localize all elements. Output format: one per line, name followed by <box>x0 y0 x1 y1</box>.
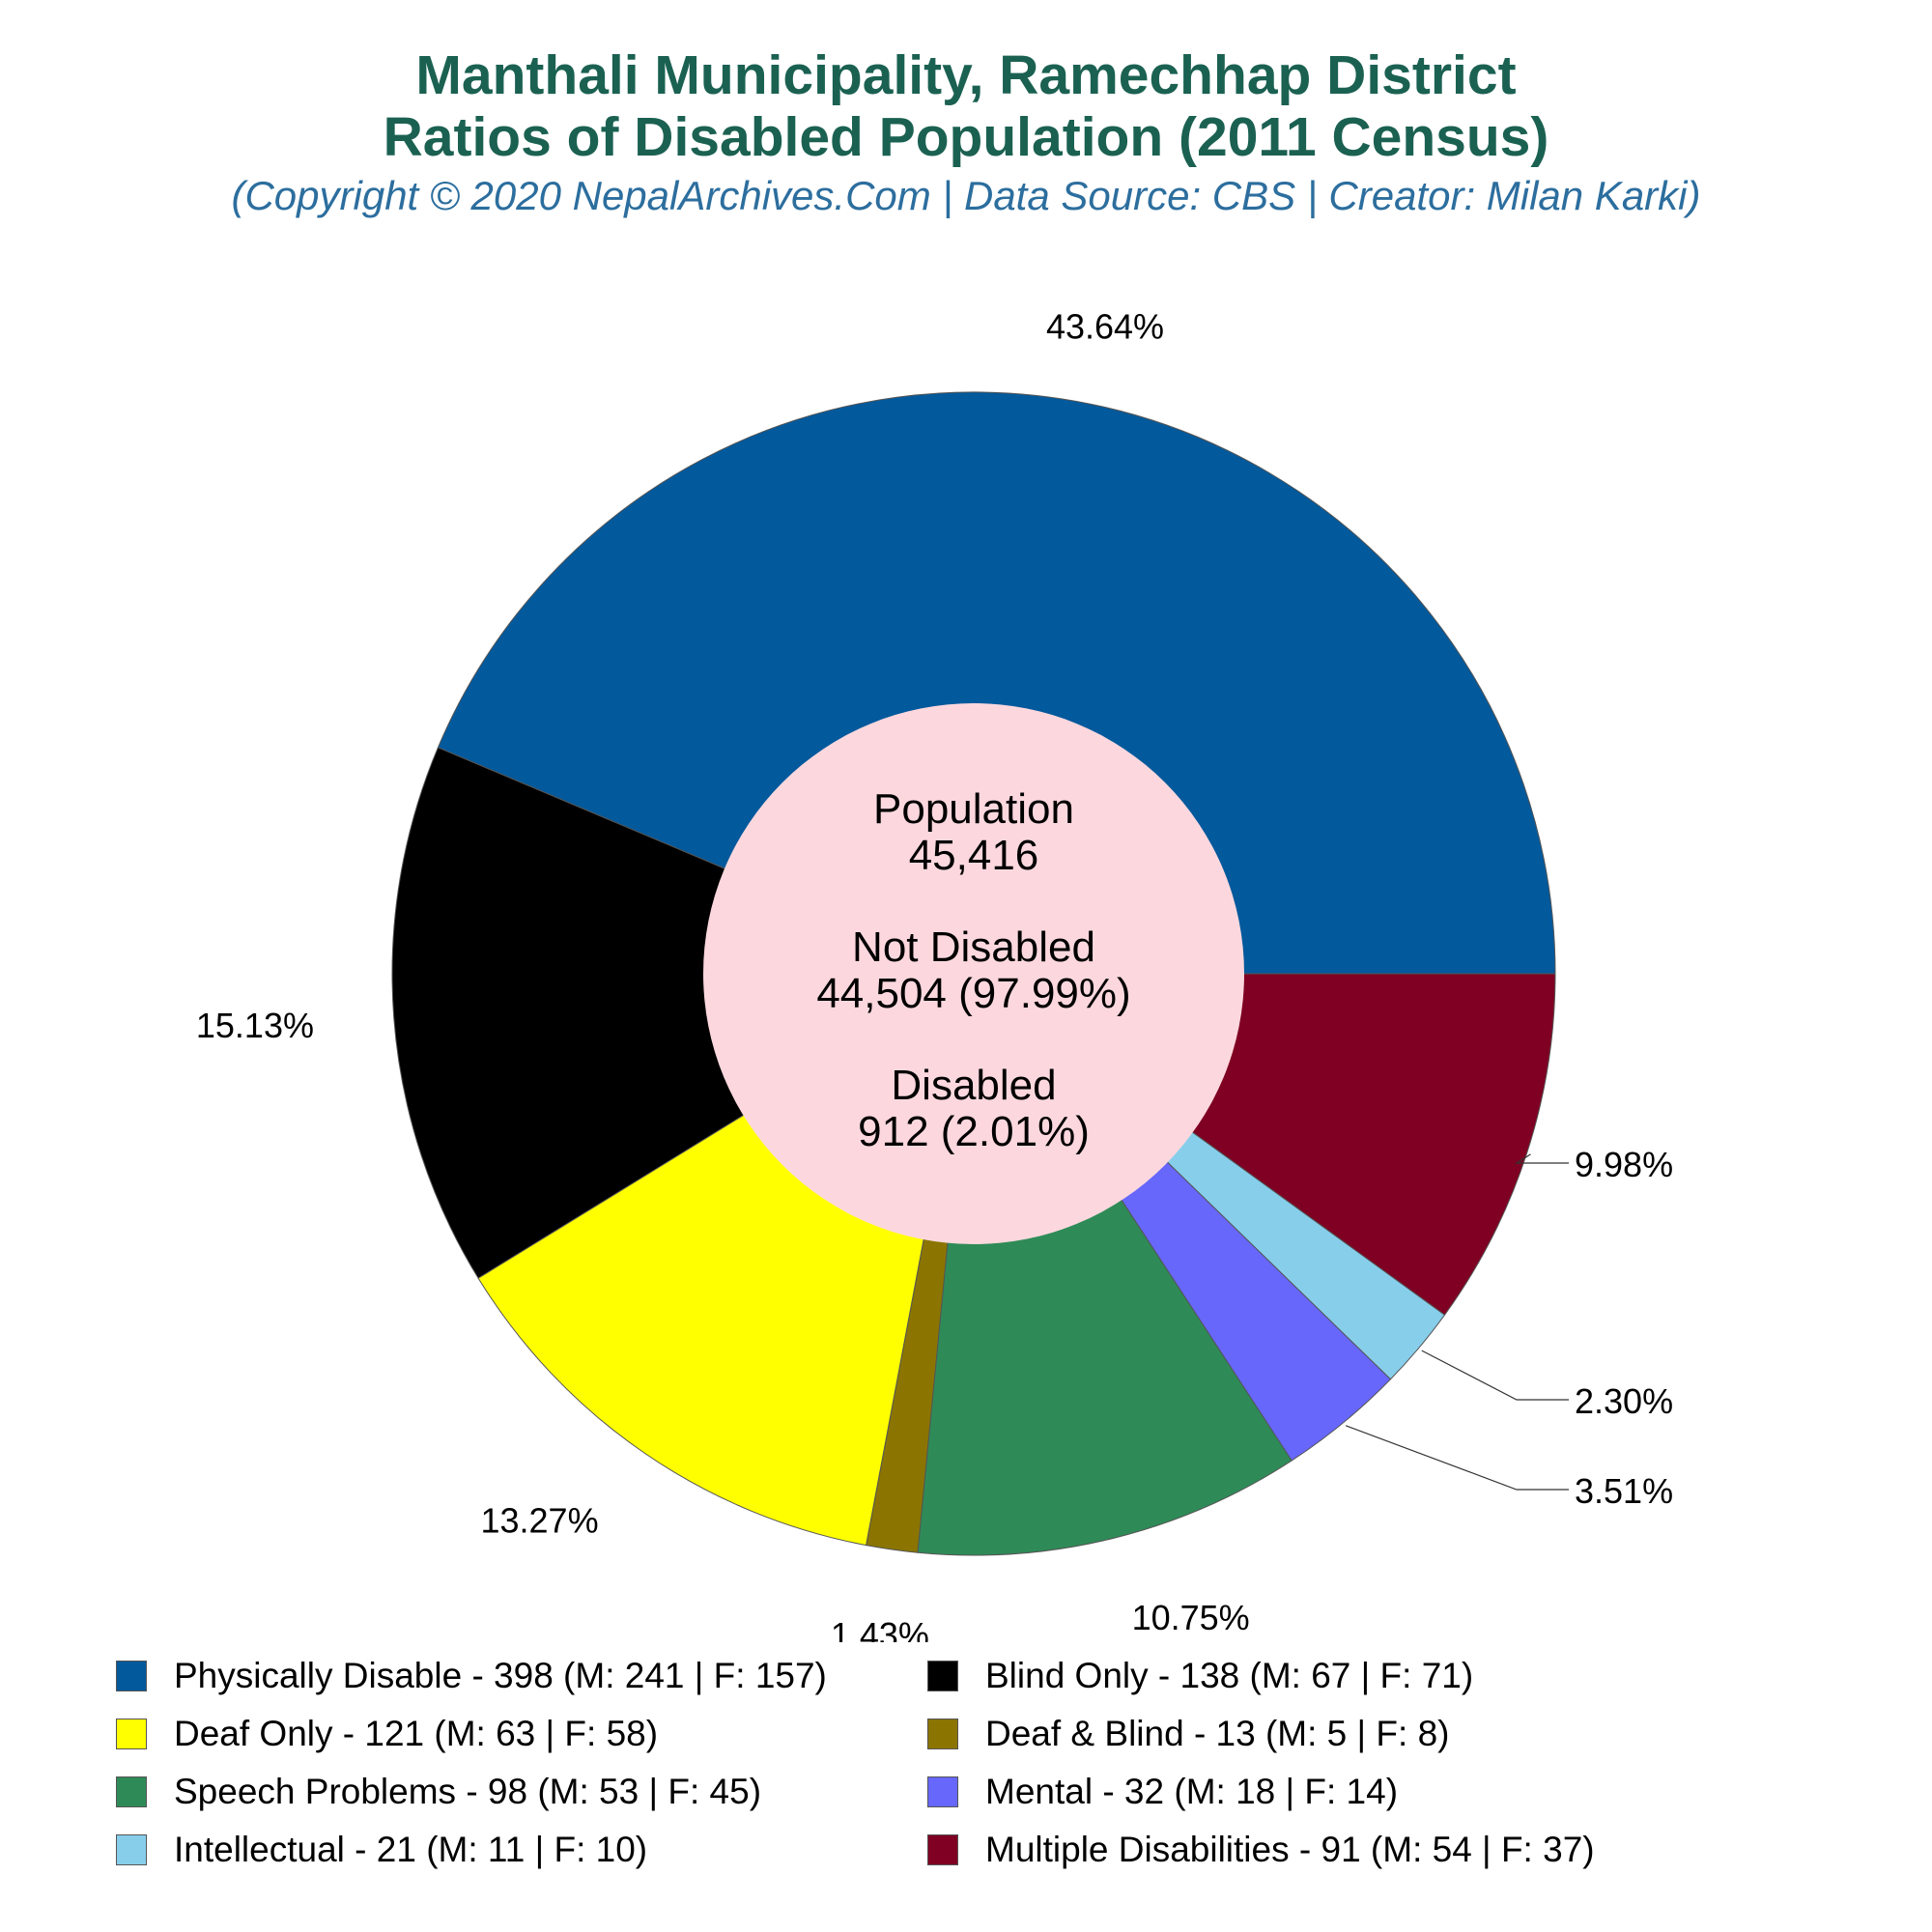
legend-item-physically-disable: Physically Disable - 398 (M: 241 | F: 15… <box>116 1653 827 1699</box>
legend-item-deaf-blind: Deaf & Blind - 13 (M: 5 | F: 8) <box>927 1711 1450 1757</box>
legend-label: Blind Only - 138 (M: 67 | F: 71) <box>985 1656 1474 1695</box>
legend-label: Mental - 32 (M: 18 | F: 14) <box>985 1772 1399 1811</box>
legend-swatch <box>927 1834 958 1865</box>
percent-label-multiple-disabilities: 9.98% <box>1575 1145 1673 1184</box>
legend-label: Intellectual - 21 (M: 11 | F: 10) <box>174 1830 648 1869</box>
disabled-value: 912 (2.01%) <box>858 1108 1090 1155</box>
legend-item-speech-problems: Speech Problems - 98 (M: 53 | F: 45) <box>116 1769 761 1815</box>
legend-swatch <box>116 1719 147 1749</box>
population-label: Population <box>873 785 1074 833</box>
percent-label-speech-problems: 10.75% <box>1132 1598 1250 1637</box>
chart-title-line2: Ratios of Disabled Population (2011 Cens… <box>383 106 1549 168</box>
percent-label-blind-only: 15.13% <box>196 1006 314 1045</box>
legend-item-multiple-disabilities: Multiple Disabilities - 91 (M: 54 | F: 3… <box>927 1827 1595 1873</box>
legend-item-deaf-only: Deaf Only - 121 (M: 63 | F: 58) <box>116 1711 658 1757</box>
legend-item-intellectual: Intellectual - 21 (M: 11 | F: 10) <box>116 1827 647 1873</box>
percent-label-deaf-only: 13.27% <box>480 1500 598 1540</box>
not-disabled-value: 44,504 (97.99%) <box>816 970 1130 1017</box>
leader-line-intellectual <box>1421 1350 1569 1401</box>
chart-subtitle: (Copyright © 2020 NepalArchives.Com | Da… <box>231 173 1701 218</box>
legend-label: Multiple Disabilities - 91 (M: 54 | F: 3… <box>985 1830 1595 1869</box>
legend-item-mental: Mental - 32 (M: 18 | F: 14) <box>927 1769 1398 1815</box>
percent-label-intellectual: 2.30% <box>1575 1381 1673 1421</box>
donut-chart: 43.64% 15.13% 13.27% 1.43% 10.75% 3.51% 2.30% 9… <box>196 307 1673 1642</box>
percent-labels: 43.64% 15.13% 13.27% 1.43% 10.75% 3.51% 2.30% 9… <box>196 307 1673 1642</box>
legend-label: Deaf & Blind - 13 (M: 5 | F: 8) <box>985 1714 1450 1753</box>
percent-label-deaf-blind: 1.43% <box>831 1615 929 1642</box>
percent-label-mental: 3.51% <box>1575 1471 1673 1511</box>
leader-line-mental <box>1345 1425 1569 1491</box>
legend-swatch <box>116 1661 147 1691</box>
legend-label: Deaf Only - 121 (M: 63 | F: 58) <box>174 1714 659 1753</box>
slice-physically-disable <box>437 391 1556 975</box>
disabled-label: Disabled <box>891 1062 1056 1109</box>
leader-line-multiple-disabilities <box>1514 1153 1569 1164</box>
legend-swatch <box>927 1776 958 1807</box>
legend-label: Physically Disable - 398 (M: 241 | F: 15… <box>174 1656 827 1695</box>
legend-swatch <box>927 1661 958 1691</box>
percent-label-physically-disable: 43.64% <box>1046 307 1164 347</box>
center-circle <box>703 703 1244 1244</box>
slice-blind-only <box>391 747 976 1279</box>
legend-swatch <box>927 1719 958 1749</box>
legend-item-blind-only: Blind Only - 138 (M: 67 | F: 71) <box>927 1653 1473 1699</box>
legend-label: Speech Problems - 98 (M: 53 | F: 45) <box>174 1772 762 1811</box>
population-value: 45,416 <box>909 832 1039 879</box>
chart-title: Manthali Municipality, Ramechhap Distric… <box>415 44 1517 106</box>
legend-swatch <box>116 1834 147 1865</box>
legend-swatch <box>116 1776 147 1807</box>
not-disabled-label: Not Disabled <box>852 923 1095 971</box>
